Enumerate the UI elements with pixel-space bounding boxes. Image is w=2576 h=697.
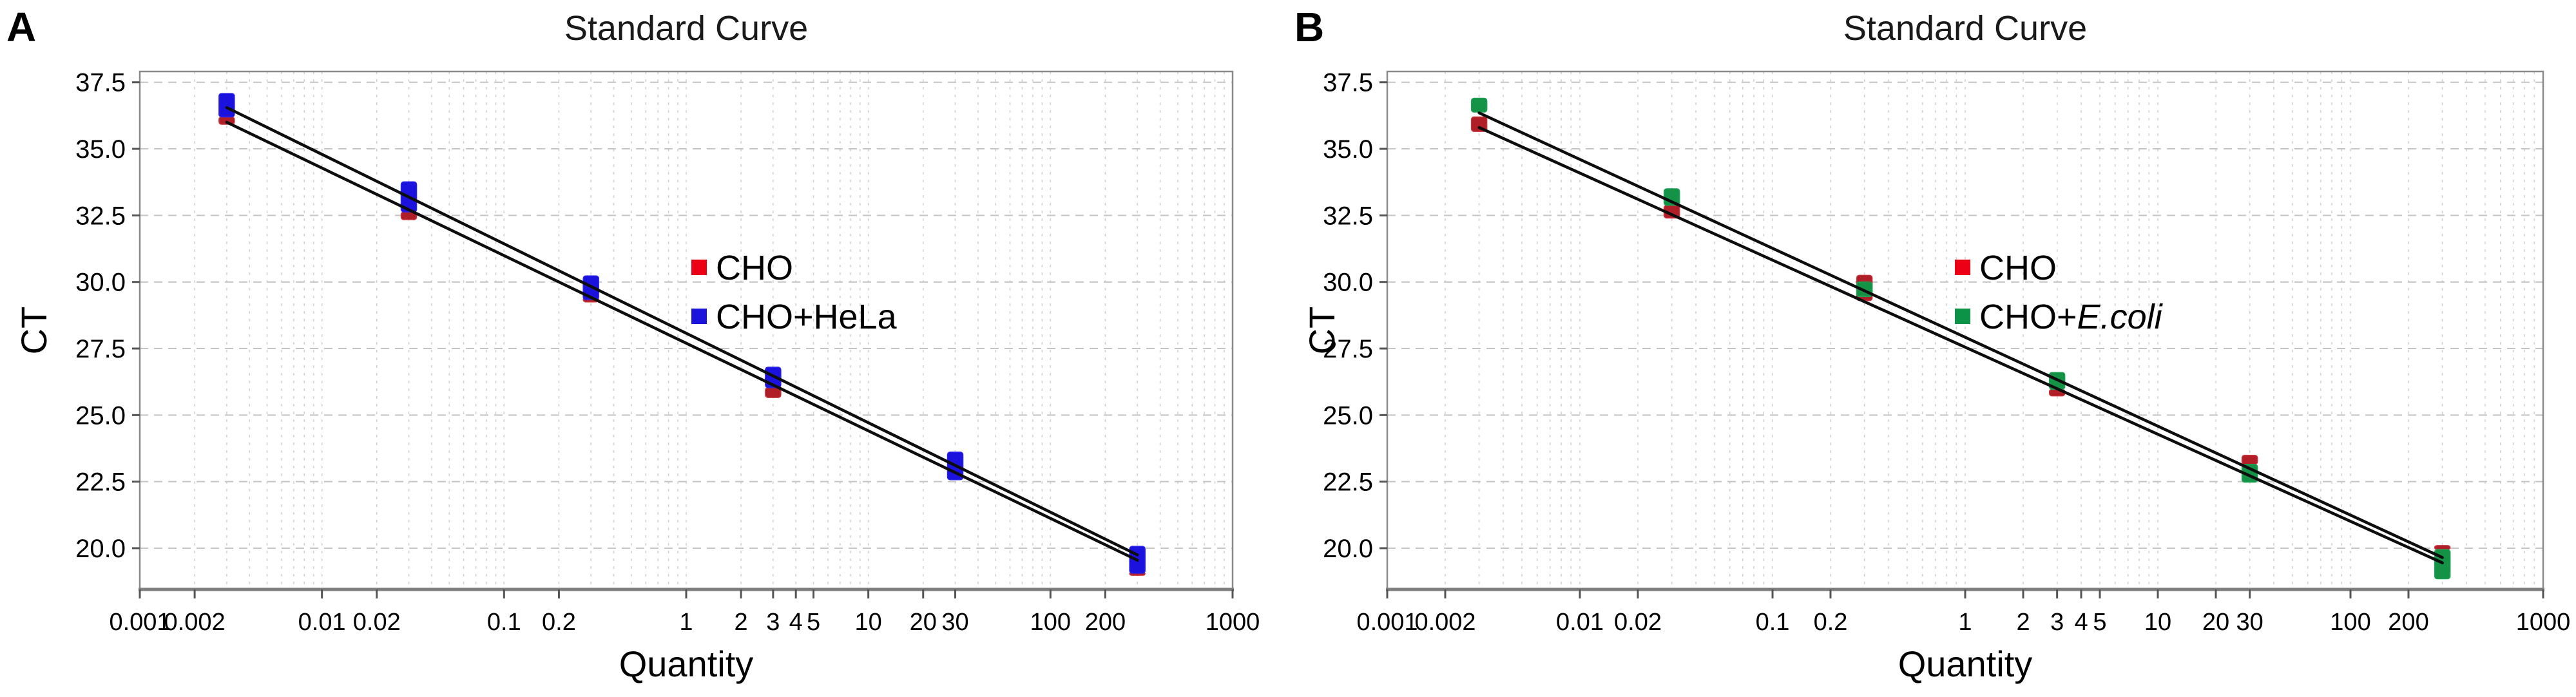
x-tick-label: 200 bbox=[1085, 609, 1126, 636]
x-tick-label: 1000 bbox=[2516, 609, 2571, 636]
legend-label: CHO bbox=[1979, 249, 2057, 287]
y-tick-label: 20.0 bbox=[75, 535, 126, 563]
legend-label: CHO+E.coli bbox=[1979, 298, 2164, 336]
horizontal-gridlines bbox=[140, 81, 1233, 549]
x-tick-label: 5 bbox=[807, 609, 820, 636]
y-tick-label: 35.0 bbox=[1323, 135, 1373, 164]
y-tick-labels: 37.5 35.0 32.5 30.0 27.5 25.0 22.5 20.0 bbox=[75, 69, 126, 563]
y-tick-label: 37.5 bbox=[75, 69, 126, 97]
x-tick-label: 0.001 bbox=[1356, 609, 1418, 636]
trend-lines bbox=[1477, 111, 2444, 564]
y-axis-title: CT bbox=[1302, 307, 1342, 355]
x-ticks bbox=[1386, 589, 2544, 598]
x-tick-label: 30 bbox=[2236, 609, 2264, 636]
spiked-sample-marker bbox=[1470, 97, 1488, 113]
panel-a: 0.001 0.002 0.01 0.02 0.1 0.2 1 2 3 4 5 10 20 30 100 20… bbox=[6, 4, 1260, 684]
trend-line bbox=[1477, 126, 2444, 564]
y-ticks bbox=[1379, 81, 1387, 549]
y-axis-title: CT bbox=[14, 307, 54, 355]
x-axis-title: Quantity bbox=[1898, 644, 2033, 684]
y-tick-label: 30.0 bbox=[75, 269, 126, 297]
x-tick-label: 5 bbox=[2093, 609, 2106, 636]
x-tick-label: 0.002 bbox=[1414, 609, 1475, 636]
x-tick-label: 4 bbox=[789, 609, 803, 636]
legend-label: CHO+HeLa bbox=[716, 298, 898, 336]
panel-b: 0.001 0.002 0.01 0.02 0.1 0.2 1 2 3 4 5 10 20 30 100 20… bbox=[1288, 0, 2576, 697]
x-tick-label: 0.01 bbox=[1556, 609, 1604, 636]
x-tick-label: 4 bbox=[2074, 609, 2088, 636]
legend-swatch bbox=[691, 260, 707, 275]
spiked-sample-marker bbox=[218, 93, 235, 118]
panel-label: A bbox=[6, 4, 36, 50]
cho-marker bbox=[2241, 455, 2258, 465]
y-tick-label: 25.0 bbox=[1323, 401, 1373, 430]
x-tick-label: 1 bbox=[1958, 609, 1972, 636]
x-tick-label: 10 bbox=[2144, 609, 2171, 636]
y-tick-label: 27.5 bbox=[75, 335, 126, 363]
x-axis-title: Quantity bbox=[619, 644, 754, 684]
legend: CHO CHO+HeLa bbox=[691, 249, 898, 336]
y-tick-label: 20.0 bbox=[1323, 535, 1373, 563]
x-tick-label: 2 bbox=[735, 609, 748, 636]
y-tick-label: 37.5 bbox=[1323, 69, 1373, 97]
x-tick-label: 0.001 bbox=[109, 609, 170, 636]
x-tick-label: 30 bbox=[941, 609, 968, 636]
x-tick-label: 10 bbox=[855, 609, 882, 636]
x-tick-label: 0.1 bbox=[1756, 609, 1790, 636]
vertical-gridlines bbox=[139, 72, 1233, 589]
x-tick-label: 1 bbox=[679, 609, 693, 636]
x-tick-label: 100 bbox=[1030, 609, 1071, 636]
x-tick-label: 0.2 bbox=[1814, 609, 1848, 636]
trend-line bbox=[225, 120, 1139, 562]
legend-label: CHO bbox=[716, 249, 793, 287]
x-tick-label: 1000 bbox=[1206, 609, 1260, 636]
x-tick-label: 0.02 bbox=[1614, 609, 1662, 636]
y-tick-label: 32.5 bbox=[75, 202, 126, 230]
y-tick-label: 25.0 bbox=[75, 401, 126, 430]
x-tick-label: 2 bbox=[2016, 609, 2030, 636]
horizontal-gridlines bbox=[1387, 81, 2543, 549]
x-tick-label: 0.2 bbox=[542, 609, 576, 636]
x-tick-label: 200 bbox=[2388, 609, 2428, 636]
cho-marker bbox=[2434, 545, 2451, 550]
chart-title: Standard Curve bbox=[1843, 9, 2087, 48]
y-tick-label: 22.5 bbox=[75, 468, 126, 497]
x-tick-label: 100 bbox=[2330, 609, 2370, 636]
x-tick-label: 0.1 bbox=[487, 609, 521, 636]
x-ticks bbox=[139, 589, 1234, 598]
x-tick-label: 0.02 bbox=[353, 609, 401, 636]
x-tick-label: 0.002 bbox=[164, 609, 226, 636]
x-tick-label: 3 bbox=[766, 609, 780, 636]
x-tick-label: 0.01 bbox=[298, 609, 346, 636]
trend-lines bbox=[225, 106, 1139, 562]
y-tick-label: 35.0 bbox=[75, 135, 126, 164]
y-ticks bbox=[132, 81, 140, 549]
legend: CHO CHO+E.coli bbox=[1955, 249, 2164, 336]
legend-swatch bbox=[1955, 309, 1970, 324]
panel-label: B bbox=[1294, 4, 1324, 50]
y-tick-label: 22.5 bbox=[1323, 468, 1373, 497]
y-tick-label: 30.0 bbox=[1323, 269, 1373, 297]
y-tick-label: 27.5 bbox=[1323, 335, 1373, 363]
legend-swatch bbox=[691, 309, 707, 324]
x-tick-label: 20 bbox=[2202, 609, 2229, 636]
y-tick-labels: 37.5 35.0 32.5 30.0 27.5 25.0 22.5 20.0 bbox=[1323, 69, 1373, 563]
x-tick-label: 20 bbox=[910, 609, 937, 636]
y-tick-label: 32.5 bbox=[1323, 202, 1373, 230]
x-tick-label: 3 bbox=[2050, 609, 2064, 636]
chart-title: Standard Curve bbox=[564, 9, 808, 48]
legend-swatch bbox=[1955, 260, 1970, 275]
trend-line bbox=[1477, 111, 2444, 559]
trend-line bbox=[225, 106, 1139, 557]
